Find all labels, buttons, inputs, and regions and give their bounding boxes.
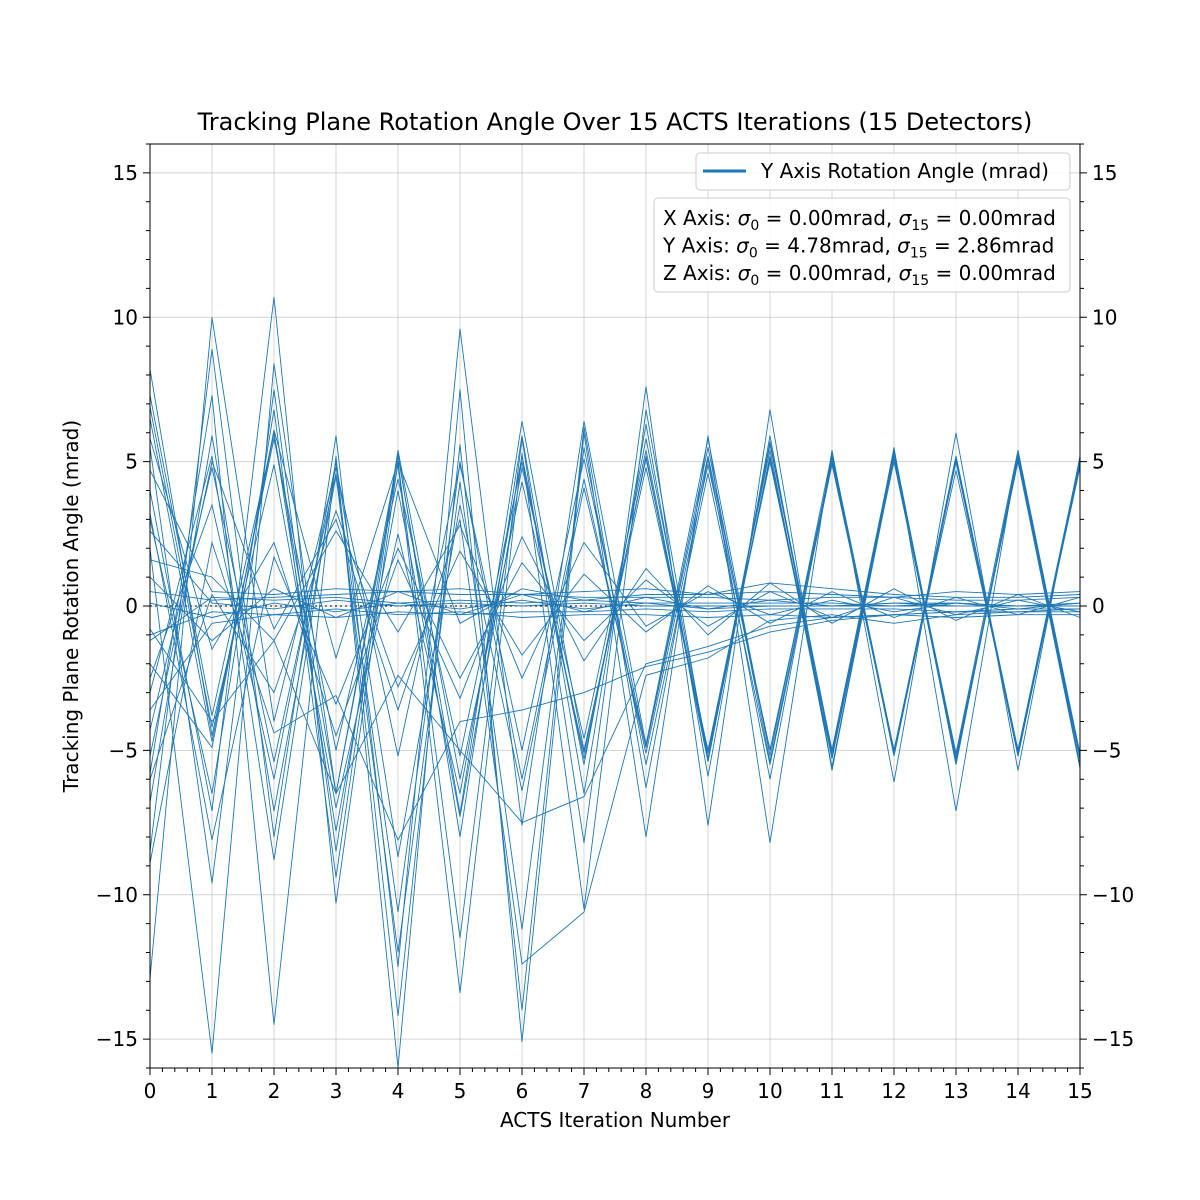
y-right-tick-label: 0 (1092, 594, 1105, 618)
x-tick-label: 6 (516, 1079, 529, 1103)
series-line-31 (149, 459, 1080, 965)
y-tick-labels-left: −15 −10 −5 0 5 10 15 (96, 161, 138, 1051)
series-line-23 (149, 608, 1080, 711)
stats-line: Y Axis: σ0 = 4.78mrad, σ15 = 2.86mrad (662, 234, 1054, 262)
legend: Y Axis Rotation Angle (mrad) (695, 152, 1071, 191)
x-tick-label: 13 (943, 1079, 968, 1103)
x-tick-labels: 0 1 2 3 4 5 6 7 8 9 10 11 12 13 14 15 (144, 1079, 1093, 1103)
y-right-tick-label: 10 (1092, 305, 1117, 329)
y-tick-label: −10 (96, 883, 138, 907)
x-tick-label: 4 (392, 1079, 405, 1103)
x-axis-title: ACTS Iteration Number (500, 1108, 731, 1132)
x-tick-label: 0 (144, 1079, 157, 1103)
x-tick-label: 14 (1005, 1079, 1030, 1103)
series-lines (149, 296, 1081, 1069)
y-axis-title: Tracking Plane Rotation Angle (mrad) (59, 420, 83, 793)
y-right-tick-label: 5 (1092, 450, 1105, 474)
series-line-30 (149, 599, 1080, 618)
y-right-tick-label: 15 (1092, 161, 1117, 185)
y-tick-label: −15 (96, 1027, 138, 1051)
series-line-29 (149, 429, 1081, 749)
y-tick-label: 5 (125, 450, 138, 474)
y-tick-label: 15 (113, 161, 138, 185)
y-tick-label: −5 (109, 738, 138, 762)
stats-box-frame (653, 197, 1071, 293)
legend-label: Y Axis Rotation Angle (mrad) (760, 159, 1049, 183)
y-tick-labels-right: −15 −10 −5 0 5 10 15 (1092, 161, 1134, 1051)
y-tick-label: 10 (113, 305, 138, 329)
x-tick-label: 2 (268, 1079, 281, 1103)
series-line-28 (149, 524, 1081, 680)
y-right-tick-label: −5 (1092, 738, 1121, 762)
x-tick-label: 5 (454, 1079, 467, 1103)
series-line-27 (149, 608, 1080, 636)
series-line-25 (149, 608, 1080, 824)
y-right-tick-label: −15 (1092, 1027, 1134, 1051)
stats-line: Z Axis: σ0 = 0.00mrad, σ15 = 0.00mrad (663, 261, 1056, 289)
x-tick-label: 10 (757, 1079, 782, 1103)
x-tick-label: 1 (206, 1079, 219, 1103)
x-tick-label: 9 (702, 1079, 715, 1103)
series-line-26 (149, 588, 1081, 601)
axis-ticks (143, 143, 1087, 1075)
y-right-tick-label: −10 (1092, 883, 1134, 907)
series-line-24 (149, 530, 1080, 610)
x-tick-label: 11 (819, 1079, 844, 1103)
chart-title: Tracking Plane Rotation Angle Over 15 AC… (197, 108, 1033, 136)
legend-box (695, 152, 1071, 191)
x-tick-label: 3 (330, 1079, 343, 1103)
x-tick-label: 12 (881, 1079, 906, 1103)
x-tick-label: 8 (640, 1079, 653, 1103)
x-tick-label: 7 (578, 1079, 591, 1103)
x-tick-label: 15 (1067, 1079, 1092, 1103)
y-tick-label: 0 (125, 594, 138, 618)
stats-line: X Axis: σ0 = 0.00mrad, σ15 = 0.00mrad (663, 206, 1056, 234)
